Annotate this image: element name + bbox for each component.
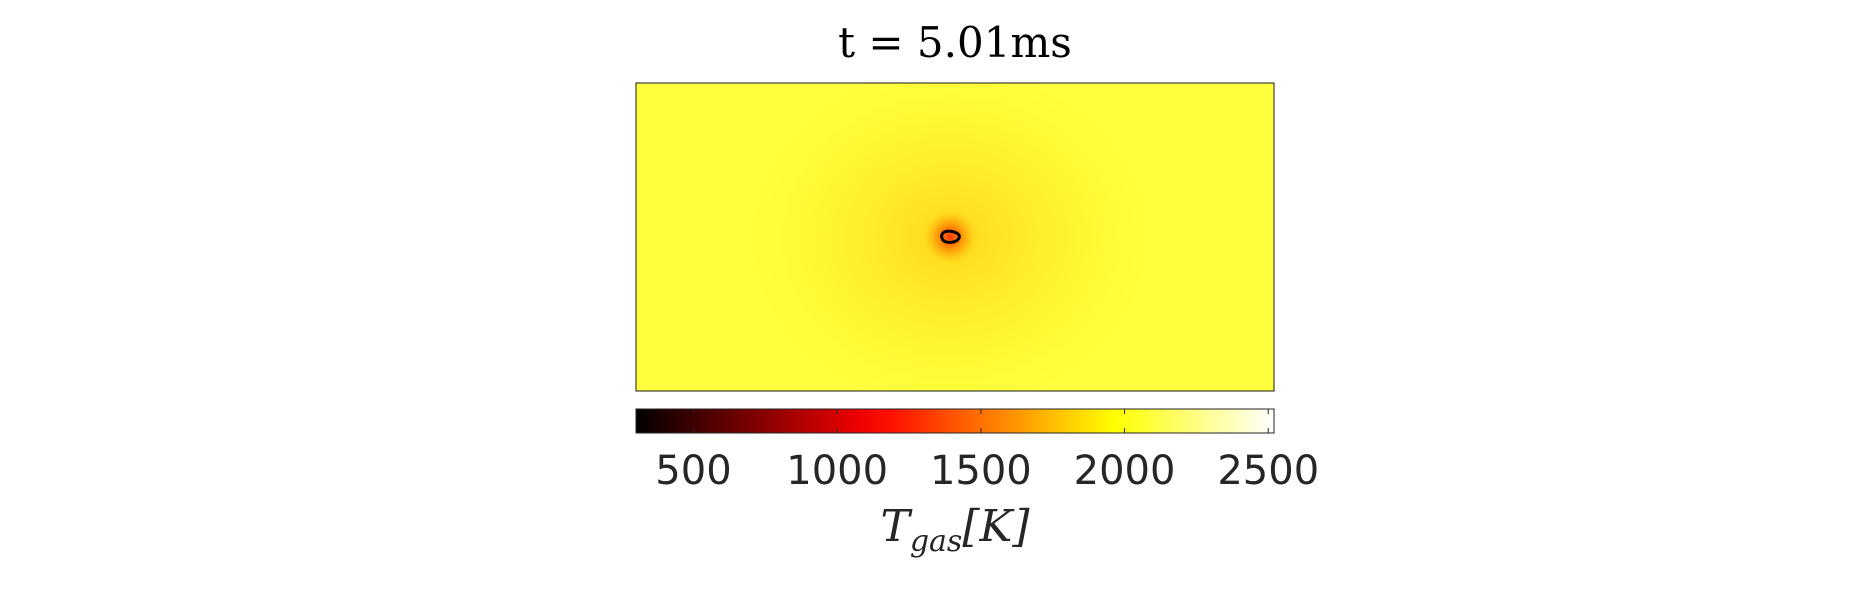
colorbar-label-subscript: gas xyxy=(910,524,963,559)
colorbar xyxy=(635,408,1275,434)
chart-title: t = 5.01ms xyxy=(838,18,1072,67)
colorbar-ticks xyxy=(692,409,1269,433)
colorbar-tick-label: 2500 xyxy=(1217,448,1319,494)
colorbar-tick-label: 500 xyxy=(655,448,731,494)
colorbar-tick-label: 1500 xyxy=(930,448,1032,494)
colorbar-tick-labels: 500 1000 1500 2000 2500 xyxy=(655,448,1319,494)
plot-border xyxy=(635,82,1275,392)
colorbar-tick-label: 1000 xyxy=(786,448,888,494)
colorbar-label-symbol: T xyxy=(880,501,913,552)
colorbar-label-unit: [K] xyxy=(962,501,1030,552)
temperature-contour xyxy=(940,229,961,244)
colorbar-tick-label: 2000 xyxy=(1074,448,1176,494)
hot-spot xyxy=(924,211,976,263)
heatmap-panel xyxy=(636,83,1274,391)
colorbar-label: Tgas[K] xyxy=(880,501,1030,559)
